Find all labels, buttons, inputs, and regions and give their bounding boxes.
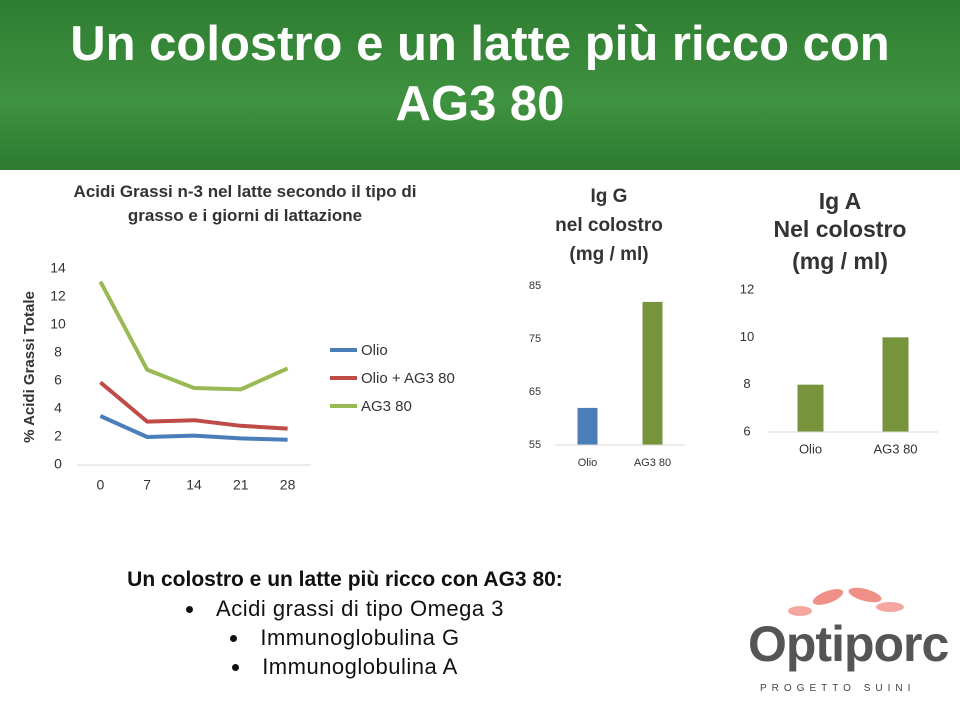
bullet: Immunoglobulina A xyxy=(40,652,650,681)
logo-tagline: PROGETTO SUINI xyxy=(760,683,916,694)
y-tick-label: 0 xyxy=(54,456,62,472)
y-tick-label: 8 xyxy=(743,376,750,391)
x-tick-label: AG3 80 xyxy=(634,457,671,469)
x-tick-label: 21 xyxy=(233,477,249,493)
summary: Un colostro e un latte più ricco con AG3… xyxy=(40,566,650,681)
x-tick-label: AG3 80 xyxy=(873,441,917,456)
summary-heading: Un colostro e un latte più ricco con AG3… xyxy=(127,568,563,591)
y-tick-label: 4 xyxy=(54,400,62,416)
y-tick-label: 6 xyxy=(743,423,750,438)
y-tick-label: 65 xyxy=(529,386,541,398)
chart-title: nel colostro xyxy=(555,215,663,236)
chart-title: (mg / ml) xyxy=(569,244,648,265)
bullet: Immunoglobulina G xyxy=(40,623,650,652)
series-line xyxy=(99,380,288,431)
x-tick-label: 0 xyxy=(97,477,105,493)
y-tick-label: 75 xyxy=(529,333,541,345)
x-tick-label: Olio xyxy=(799,441,822,456)
y-tick-label: 2 xyxy=(54,428,62,444)
y-tick-label: 12 xyxy=(50,288,66,304)
legend-label: Olio xyxy=(361,342,388,359)
logo: Optiporc PROGETTO SUINI xyxy=(740,585,950,695)
y-tick-label: 85 xyxy=(529,280,541,292)
slide-title: Un colostro e un latte più ricco con AG3… xyxy=(70,17,890,131)
bar xyxy=(642,301,663,445)
series-line xyxy=(98,280,289,392)
bullet: Acidi grassi di tipo Omega 3 xyxy=(40,594,650,623)
logo-name: Optiporc xyxy=(748,616,949,672)
x-tick-label: Olio xyxy=(578,457,598,469)
y-tick-label: 55 xyxy=(529,439,541,451)
summary-list: Acidi grassi di tipo Omega 3 Immunoglobu… xyxy=(40,594,650,681)
legend-label: AG3 80 xyxy=(361,398,412,415)
y-tick-label: 8 xyxy=(54,344,62,360)
bar xyxy=(882,337,909,432)
y-tick-label: 14 xyxy=(50,260,66,276)
logo-mark xyxy=(788,587,904,616)
y-axis-label: % Acidi Grassi Totale xyxy=(21,291,38,443)
x-tick-label: 28 xyxy=(280,477,296,493)
header-band xyxy=(0,0,960,170)
chart-title: Acidi Grassi n-3 nel latte secondo il ti… xyxy=(73,182,417,225)
chart-title: Nel colostro xyxy=(774,216,907,242)
chart-title: Ig G xyxy=(591,186,628,207)
y-tick-label: 10 xyxy=(740,329,754,344)
y-tick-label: 12 xyxy=(740,281,754,296)
chart-title: Ig A xyxy=(819,188,862,214)
legend-label: Olio + AG3 80 xyxy=(361,370,455,387)
x-tick-label: 7 xyxy=(143,477,151,493)
series-line xyxy=(99,414,288,442)
x-tick-label: 14 xyxy=(186,477,202,493)
y-tick-label: 10 xyxy=(50,316,66,332)
bar xyxy=(577,407,598,445)
bar xyxy=(797,384,824,432)
y-tick-label: 6 xyxy=(54,372,62,388)
chart-title: (mg / ml) xyxy=(792,248,888,274)
